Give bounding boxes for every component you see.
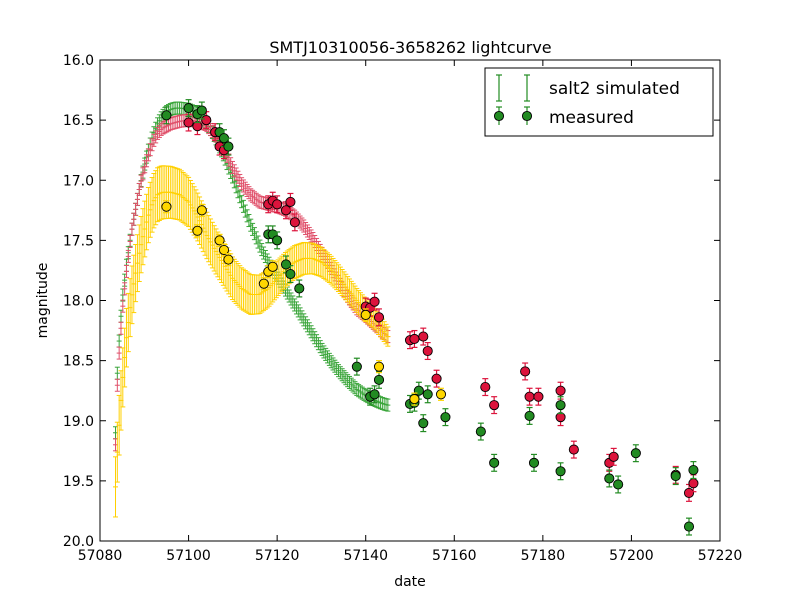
y-tick-label: 19.0 bbox=[63, 414, 94, 430]
x-tick-label: 57180 bbox=[521, 548, 566, 564]
legend: salt2 simulated measured bbox=[484, 67, 714, 137]
measured-point bbox=[568, 444, 579, 455]
measured-point bbox=[489, 400, 500, 411]
measured-gold-points bbox=[161, 200, 447, 406]
measured-point bbox=[258, 278, 269, 289]
measured-point bbox=[431, 373, 442, 384]
x-axis-title: date bbox=[394, 574, 426, 590]
x-tick-label: 57220 bbox=[698, 548, 743, 564]
measured-point bbox=[670, 471, 681, 482]
measured-point bbox=[373, 374, 385, 385]
measured-point bbox=[630, 448, 641, 459]
measured-point bbox=[272, 235, 283, 246]
measured-point bbox=[555, 400, 566, 411]
measured-point bbox=[480, 382, 491, 393]
measured-point bbox=[218, 244, 230, 256]
legend-marker bbox=[493, 110, 505, 122]
measured-point bbox=[533, 391, 544, 402]
measured-point bbox=[422, 345, 433, 357]
x-tick-label: 57160 bbox=[432, 548, 477, 564]
measured-point bbox=[280, 259, 292, 270]
x-tick-label: 57120 bbox=[255, 548, 300, 564]
measured-point bbox=[489, 457, 500, 468]
axes: 57080 57100 57120 57140 57160 57180 57200 57220… bbox=[63, 53, 742, 564]
y-tick-label: 18.0 bbox=[63, 294, 94, 310]
measured-point bbox=[214, 235, 225, 246]
y-tick-label: 17.5 bbox=[63, 233, 94, 249]
x-tick-label: 57080 bbox=[78, 548, 123, 564]
measured-point bbox=[688, 478, 699, 489]
legend-symbol-measured bbox=[493, 106, 533, 125]
measured-point bbox=[524, 410, 535, 421]
measured-point bbox=[683, 487, 695, 498]
measured-point bbox=[604, 473, 615, 484]
measured-point bbox=[201, 115, 212, 126]
measured-point bbox=[683, 521, 695, 532]
plot-layer bbox=[113, 99, 699, 536]
measured-point bbox=[369, 389, 380, 400]
measured-point bbox=[285, 268, 296, 280]
measured-point bbox=[528, 457, 540, 468]
measured-point bbox=[369, 296, 380, 307]
measured-point bbox=[183, 103, 194, 114]
y-tick-label: 18.5 bbox=[63, 354, 94, 370]
measured-point bbox=[351, 361, 362, 372]
measured-point bbox=[289, 217, 300, 228]
measured-point bbox=[409, 333, 420, 345]
measured-point bbox=[294, 283, 305, 294]
measured-point bbox=[418, 418, 429, 429]
measured-point bbox=[285, 196, 296, 207]
measured-point bbox=[418, 331, 429, 342]
measured-point bbox=[223, 254, 234, 265]
measured-green-points bbox=[161, 99, 699, 536]
measured-point bbox=[435, 389, 447, 400]
measured-point bbox=[520, 366, 531, 377]
chart-title: SMTJ10310056-3658262 lightcurve bbox=[269, 38, 551, 57]
measured-point bbox=[413, 385, 424, 396]
y-tick-label: 16.5 bbox=[63, 113, 94, 129]
legend-marker bbox=[521, 110, 533, 122]
measured-point bbox=[409, 394, 420, 405]
x-tick-label: 57200 bbox=[609, 548, 654, 564]
measured-point bbox=[192, 225, 203, 236]
measured-point bbox=[440, 412, 451, 423]
legend-box bbox=[484, 67, 714, 137]
y-tick-label: 19.5 bbox=[63, 474, 94, 490]
measured-point bbox=[475, 426, 486, 437]
measured-point bbox=[161, 201, 172, 212]
legend-label-measured: measured bbox=[549, 108, 634, 128]
measured-point bbox=[422, 389, 433, 400]
legend-label-simulated: salt2 simulated bbox=[549, 79, 680, 99]
measured-point bbox=[524, 391, 535, 402]
measured-red-points bbox=[183, 111, 699, 502]
measured-point bbox=[196, 205, 207, 216]
measured-point bbox=[161, 110, 172, 121]
legend-symbol-simulated bbox=[496, 74, 530, 102]
measured-point bbox=[373, 361, 385, 372]
measured-point bbox=[555, 385, 566, 396]
x-tick-label: 57100 bbox=[166, 548, 211, 564]
measured-point bbox=[267, 261, 278, 272]
measured-point bbox=[613, 479, 624, 490]
measured-point bbox=[223, 141, 234, 152]
y-axis-title: magnitude bbox=[35, 263, 51, 339]
y-tick-label: 16.0 bbox=[63, 53, 94, 69]
measured-point bbox=[373, 312, 385, 323]
measured-point bbox=[196, 105, 207, 116]
measured-point bbox=[688, 465, 699, 476]
x-tick-label: 57140 bbox=[343, 548, 388, 564]
y-tick-label: 20.0 bbox=[63, 534, 94, 550]
y-tick-label: 17.0 bbox=[63, 173, 94, 189]
measured-point bbox=[360, 309, 371, 320]
measured-point bbox=[272, 199, 283, 210]
measured-point bbox=[183, 117, 194, 128]
measured-point bbox=[555, 466, 566, 477]
measured-point bbox=[608, 451, 619, 462]
